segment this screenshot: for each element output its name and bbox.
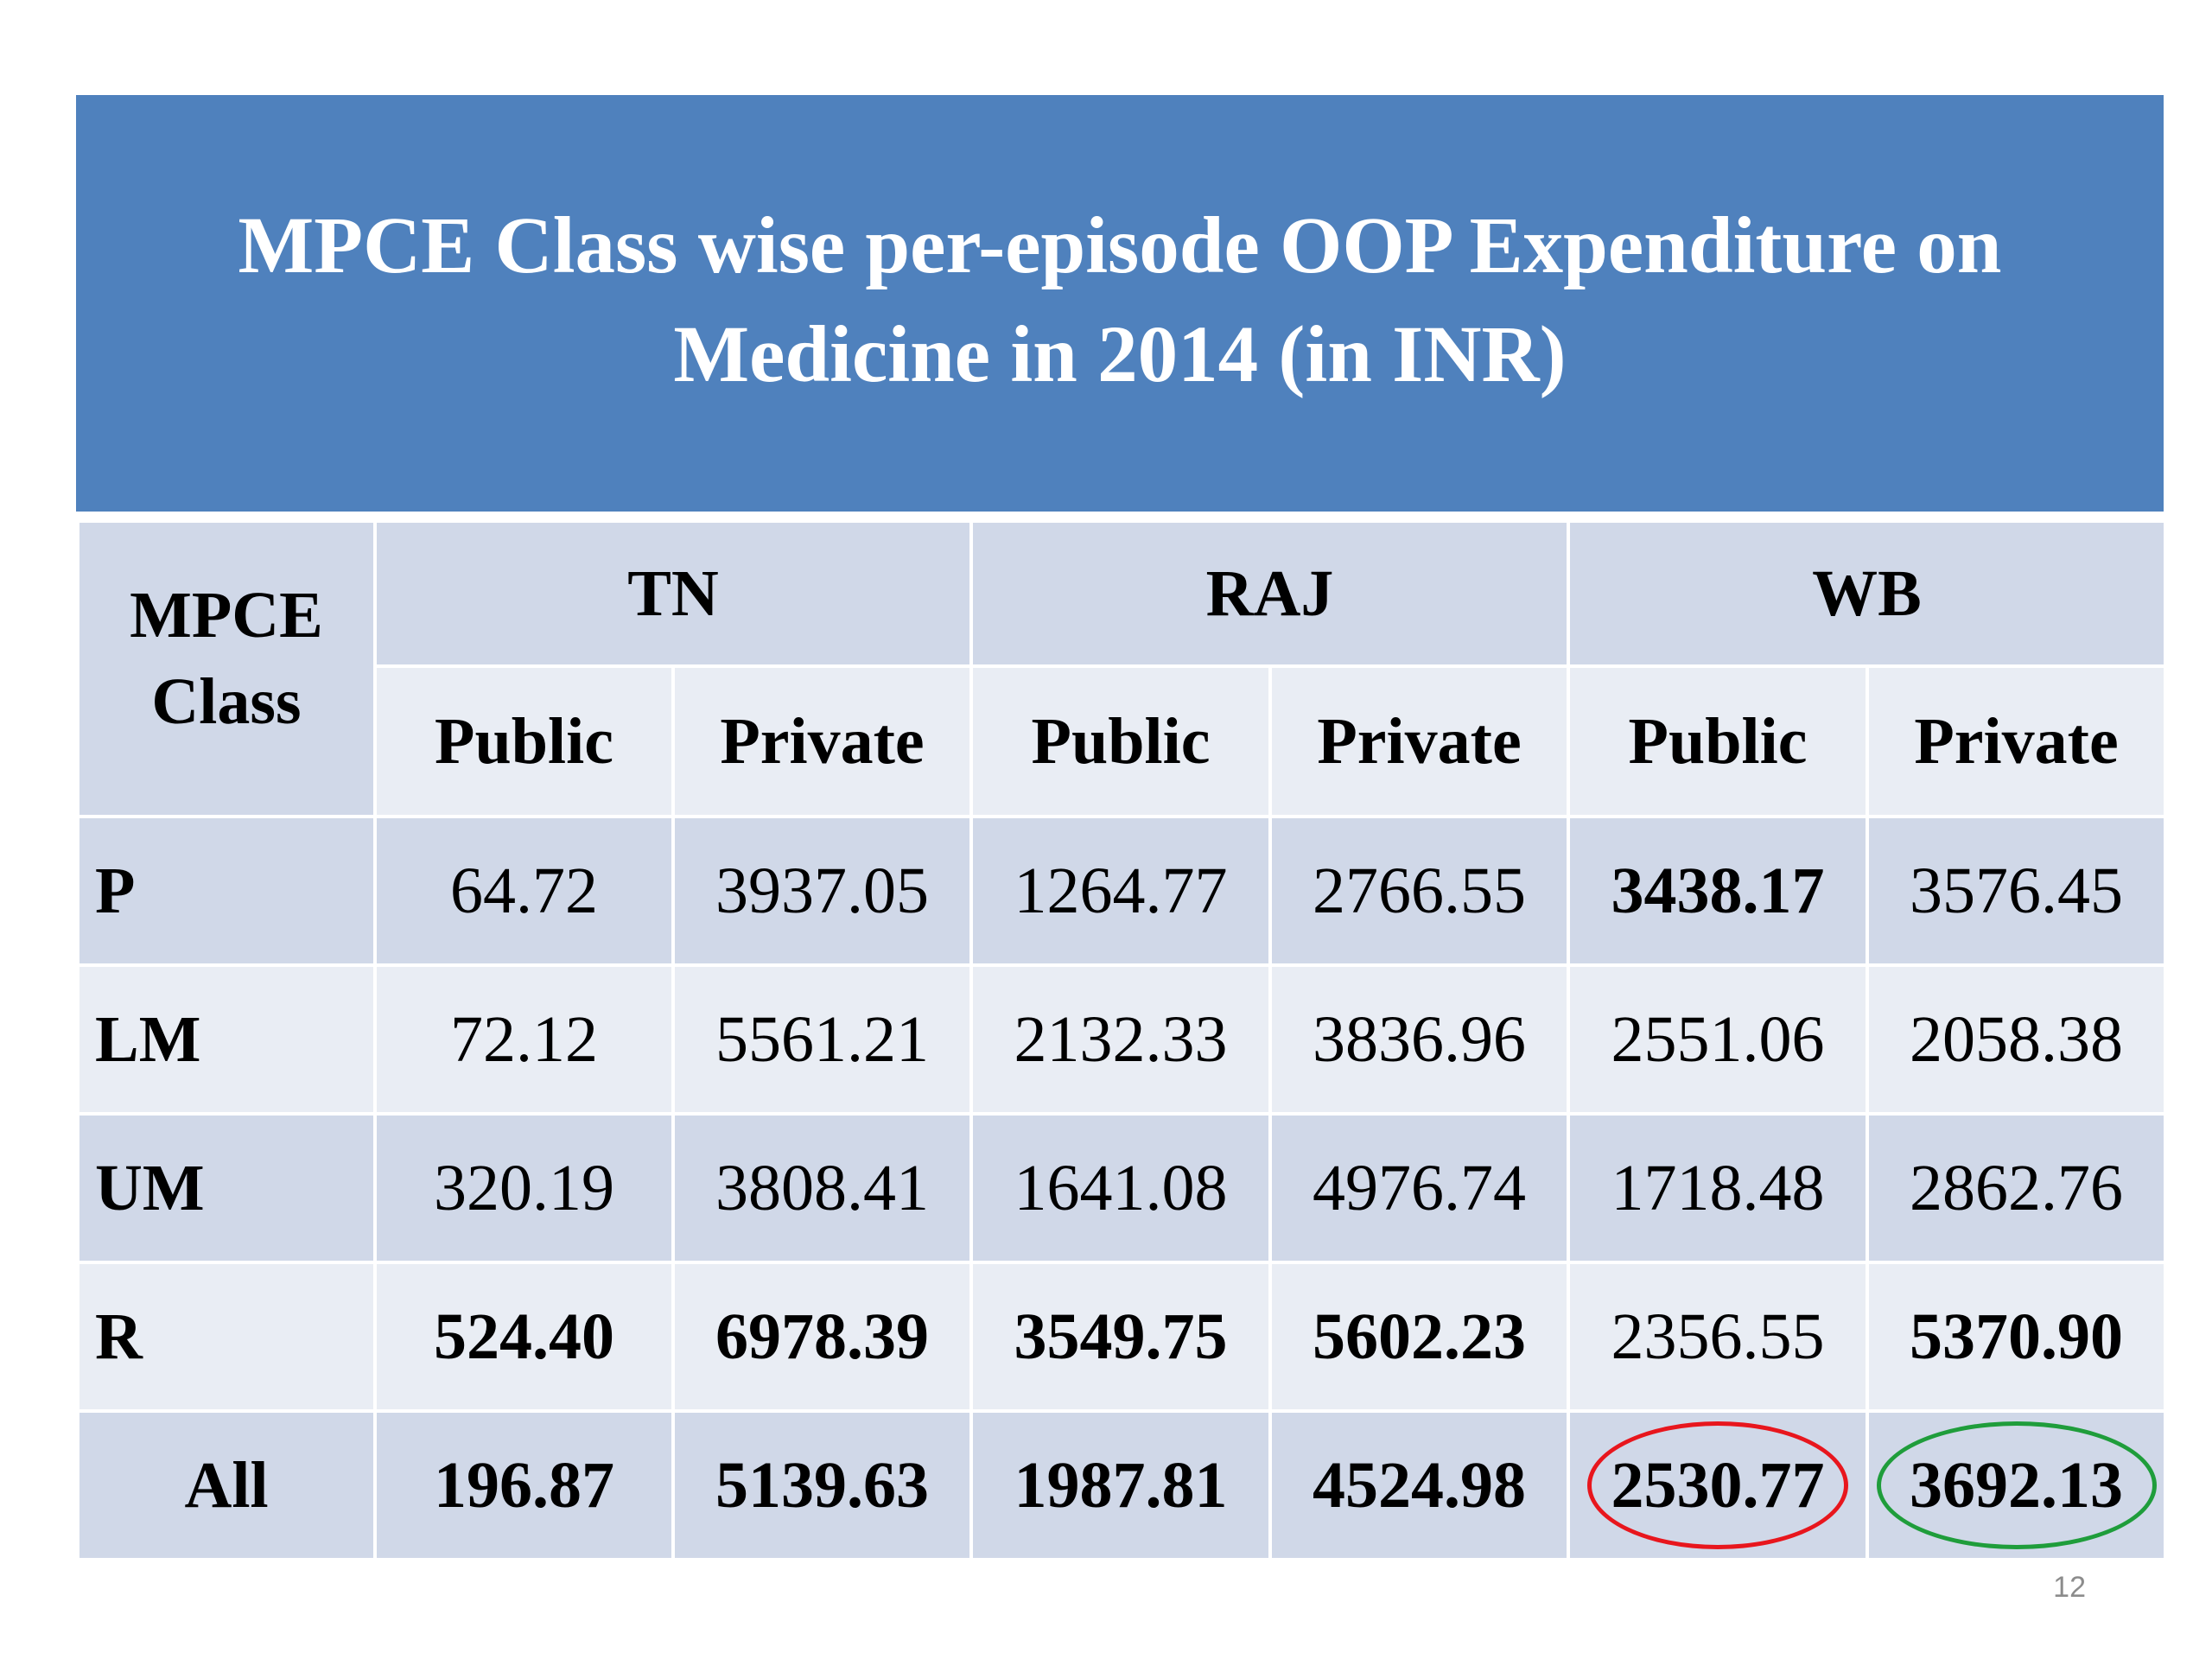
row-label-all: All (76, 1409, 377, 1561)
cell-p-wb-public: 3438.17 (1567, 815, 1870, 967)
cell-um-wb-private: 2862.76 (1866, 1112, 2168, 1264)
cell-all-tn-private: 5139.63 (671, 1409, 974, 1561)
cell-lm-tn-private: 5561.21 (671, 963, 974, 1116)
table-row-r: R 524.40 6978.39 3549.75 5602.23 2356.55… (76, 1261, 2168, 1413)
cell-lm-tn-public: 72.12 (373, 963, 675, 1116)
table-row-um: UM 320.19 3808.41 1641.08 4976.74 1718.4… (76, 1112, 2168, 1264)
cell-all-wb-public: 2530.77 (1567, 1409, 1870, 1561)
table-row-all: All 196.87 5139.63 1987.81 4524.98 2530.… (76, 1409, 2168, 1561)
cell-r-raj-public: 3549.75 (969, 1261, 1273, 1413)
cell-um-raj-private: 4976.74 (1268, 1112, 1571, 1264)
cell-p-tn-public: 64.72 (373, 815, 675, 967)
expenditure-table: MPCE Class TN RAJ WB Public Private Publ… (76, 519, 2168, 1561)
table-row-lm: LM 72.12 5561.21 2132.33 3836.96 2551.06… (76, 963, 2168, 1116)
row-label-p: P (76, 815, 377, 967)
row-label-lm: LM (76, 963, 377, 1116)
cell-r-wb-private: 5370.90 (1866, 1261, 2168, 1413)
mpce-class-header: MPCE Class (76, 519, 377, 818)
state-header-tn: TN (372, 519, 974, 668)
cell-p-wb-private: 3576.45 (1866, 815, 2168, 967)
mpce-class-header-text: MPCE Class (130, 579, 323, 738)
row-label-um: UM (76, 1112, 377, 1264)
cell-p-raj-private: 2766.55 (1268, 815, 1571, 967)
cell-all-wb-private-value: 3692.13 (1910, 1448, 2124, 1522)
subheader-raj-public: Public (969, 664, 1273, 818)
cell-r-raj-private: 5602.23 (1268, 1261, 1571, 1413)
subheader-tn-public: Public (373, 664, 675, 818)
subheader-raj-private: Private (1268, 664, 1571, 818)
subheader-tn-private: Private (671, 664, 974, 818)
green-highlight-circle (1876, 1421, 2157, 1549)
cell-r-tn-private: 6978.39 (671, 1261, 974, 1413)
state-header-raj: RAJ (969, 519, 1571, 668)
state-header-wb: WB (1567, 519, 2168, 668)
cell-p-raj-public: 1264.77 (969, 815, 1273, 967)
cell-um-tn-private: 3808.41 (671, 1112, 974, 1264)
title-banner: MPCE Class wise per-episode OOP Expendit… (76, 95, 2164, 512)
cell-all-wb-public-value: 2530.77 (1611, 1448, 1825, 1522)
cell-r-tn-public: 524.40 (373, 1261, 675, 1413)
cell-all-raj-private: 4524.98 (1268, 1409, 1571, 1561)
cell-lm-wb-public: 2551.06 (1567, 963, 1870, 1116)
red-highlight-circle (1587, 1421, 1849, 1549)
cell-all-tn-public: 196.87 (373, 1409, 675, 1561)
cell-lm-wb-private: 2058.38 (1866, 963, 2168, 1116)
slide-title: MPCE Class wise per-episode OOP Expendit… (238, 201, 2002, 399)
row-label-r: R (76, 1261, 377, 1413)
cell-lm-raj-public: 2132.33 (969, 963, 1273, 1116)
cell-r-wb-public: 2356.55 (1567, 1261, 1870, 1413)
table-row-p: P 64.72 3937.05 1264.77 2766.55 3438.17 … (76, 815, 2168, 967)
cell-um-tn-public: 320.19 (373, 1112, 675, 1264)
cell-um-wb-public: 1718.48 (1567, 1112, 1870, 1264)
cell-lm-raj-private: 3836.96 (1268, 963, 1571, 1116)
cell-p-tn-private: 3937.05 (671, 815, 974, 967)
cell-all-wb-private: 3692.13 (1866, 1409, 2168, 1561)
subheader-wb-public: Public (1567, 664, 1870, 818)
slide-number: 12 (2053, 1571, 2086, 1604)
cell-all-raj-public: 1987.81 (969, 1409, 1273, 1561)
subheader-wb-private: Private (1866, 664, 2168, 818)
cell-um-raj-public: 1641.08 (969, 1112, 1273, 1264)
